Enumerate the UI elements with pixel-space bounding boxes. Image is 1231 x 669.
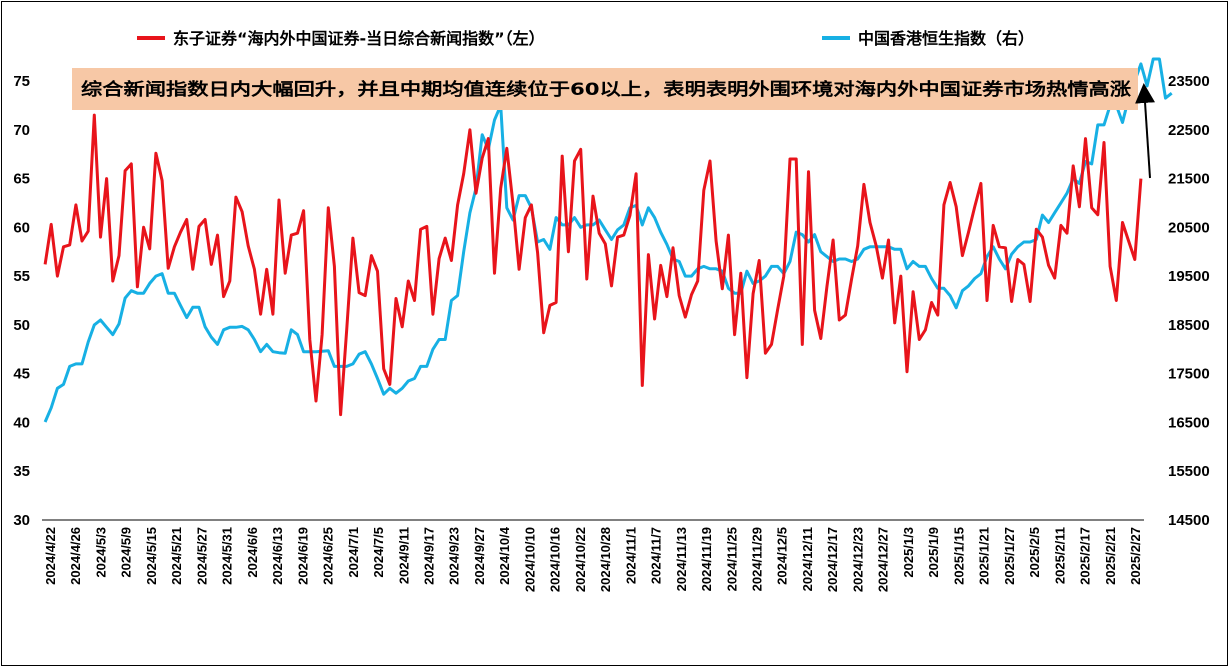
x-tick-label: 2024/6/6 [245, 527, 260, 578]
x-tick-label: 2025/1/21 [977, 527, 992, 585]
right-axis-ticks: 14500 15500 16500 17500 18500 19500 20500 21500… [1168, 73, 1210, 529]
series-line-hang-seng [43, 57, 1173, 423]
x-tick-label: 2024/4/22 [43, 527, 58, 585]
x-tick-label: 2024/9/17 [421, 527, 436, 585]
annotation-text: 综合新闻指数日内大幅回升，并且中期均值连续位于60以上，表明表明外围环境对海内外… [81, 79, 1131, 100]
x-tick-label: 2024/6/13 [270, 527, 285, 585]
x-tick-label: 2025/1/27 [1002, 527, 1017, 585]
x-tick-label: 2025/2/17 [1078, 527, 1093, 585]
series-line-news-index [43, 113, 1143, 417]
x-tick-label: 2025/1/15 [951, 527, 966, 585]
x-tick-label: 2024/7/5 [371, 527, 386, 578]
x-tick-label: 2024/11/7 [649, 527, 664, 584]
x-tick-label: 2024/5/9 [119, 527, 134, 578]
right-tick-label: 15500 [1168, 463, 1210, 480]
x-tick-label: 2025/1/3 [901, 527, 916, 578]
left-tick-label: 50 [13, 317, 30, 334]
right-tick-label: 18500 [1168, 317, 1210, 334]
x-tick-label: 2024/12/23 [850, 527, 865, 592]
x-tick-label: 2024/11/29 [750, 527, 765, 591]
x-tick-label: 2024/7/1 [346, 527, 361, 578]
x-tick-label: 2024/9/11 [396, 527, 411, 584]
x-tick-label: 2024/10/16 [548, 527, 563, 592]
x-tick-label: 2024/5/15 [144, 527, 159, 585]
x-tick-label: 2024/5/3 [93, 527, 108, 578]
right-tick-label: 14500 [1168, 512, 1210, 529]
x-tick-label: 2024/5/21 [169, 527, 184, 585]
right-tick-label: 21500 [1168, 171, 1210, 188]
right-tick-label: 22500 [1168, 122, 1210, 139]
right-tick-label: 20500 [1168, 219, 1210, 236]
x-tick-label: 2024/11/1 [623, 527, 638, 584]
x-tick-label: 2024/6/19 [295, 527, 310, 585]
legend-label-news-index: 东子证券“海内外中国证券-当日综合新闻指数”（左） [173, 29, 545, 48]
x-tick-label: 2024/5/27 [194, 527, 209, 585]
x-tick-label: 2024/5/31 [220, 527, 235, 585]
x-axis-ticks: 2024/4/22 2024/4/26 2024/5/3 2024/5/9 2024/5… [43, 526, 1143, 592]
x-tick-label: 2024/12/11 [800, 527, 815, 591]
left-axis-ticks: 30 35 40 45 50 55 60 65 70 75 [13, 73, 30, 529]
right-tick-label: 17500 [1168, 366, 1210, 383]
left-tick-label: 55 [13, 268, 30, 285]
x-tick-label: 2024/12/17 [825, 527, 840, 592]
x-tick-label: 2024/11/19 [699, 527, 714, 591]
left-tick-label: 65 [13, 171, 30, 188]
x-tick-label: 2024/10/22 [573, 527, 588, 592]
left-tick-label: 75 [13, 73, 30, 90]
x-tick-label: 2024/10/10 [522, 527, 537, 592]
left-tick-label: 70 [13, 122, 30, 139]
x-tick-label: 2024/12/5 [775, 527, 790, 585]
left-tick-label: 45 [13, 366, 30, 383]
right-tick-label: 19500 [1168, 268, 1210, 285]
left-tick-label: 60 [13, 219, 30, 236]
annotation-box [72, 68, 1138, 110]
x-tick-label: 2025/1/9 [926, 527, 941, 578]
left-tick-label: 40 [13, 414, 30, 431]
x-tick-label: 2024/6/25 [321, 527, 336, 585]
legend: 东子证券“海内外中国证券-当日综合新闻指数”（左） 中国香港恒生指数（右） [137, 29, 1034, 48]
x-tick-label: 2025/2/11 [1052, 527, 1067, 584]
x-tick-label: 2024/11/13 [674, 527, 689, 591]
right-tick-label: 23500 [1168, 73, 1210, 90]
x-tick-label: 2025/2/5 [1027, 527, 1042, 578]
right-tick-label: 16500 [1168, 414, 1210, 431]
x-tick-label: 2024/12/27 [876, 527, 891, 592]
x-tick-label: 2024/9/23 [447, 527, 462, 585]
legend-label-hang-seng: 中国香港恒生指数（右） [858, 29, 1034, 48]
left-tick-label: 30 [13, 512, 30, 529]
x-tick-label: 2024/10/4 [497, 526, 512, 585]
x-tick-label: 2024/4/26 [68, 527, 83, 585]
x-tick-label: 2024/11/25 [724, 527, 739, 591]
annotation-arrow [1135, 83, 1156, 179]
x-tick-label: 2024/10/28 [598, 527, 613, 592]
x-tick-label: 2024/9/27 [472, 527, 487, 585]
x-tick-label: 2025/2/27 [1128, 527, 1143, 585]
left-tick-label: 35 [13, 463, 30, 480]
x-tick-label: 2025/2/21 [1103, 527, 1118, 585]
